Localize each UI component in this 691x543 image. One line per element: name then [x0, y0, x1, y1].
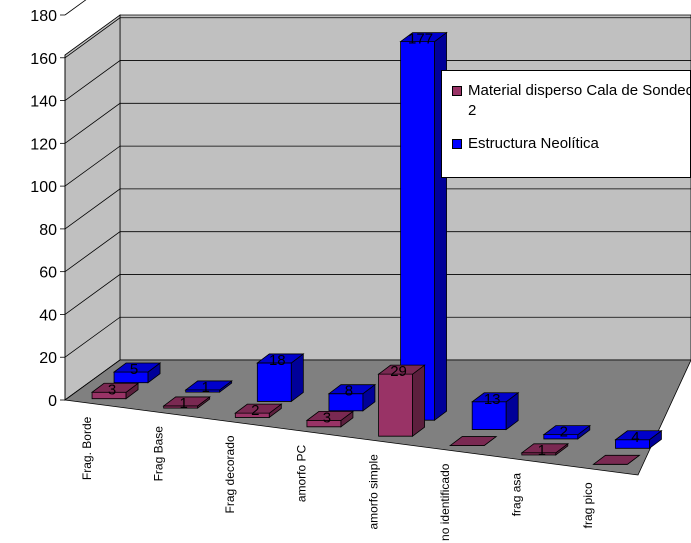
y-tick-label: 40: [39, 307, 57, 324]
gridline: [64, 0, 87, 16]
legend-swatch-series-1: [452, 86, 462, 96]
x-tick-label: amorfo PC: [295, 444, 309, 502]
x-tick-label: Frag. Borde: [80, 416, 94, 480]
gridline: [64, 316, 691, 358]
bar-series-2-frag-pico: 4: [614, 429, 663, 450]
x-axis: Frag. Borde Frag Base Frag decorado amorfo …: [80, 416, 595, 541]
data-label: 2: [251, 402, 259, 419]
legend-swatch-series-2: [452, 139, 462, 149]
x-tick-label: frag pico: [581, 482, 595, 528]
gridline: [64, 274, 691, 315]
x-tick-label: frag asa: [510, 473, 524, 517]
data-label: 29: [390, 363, 407, 380]
y-tick-label: 120: [30, 136, 57, 153]
bar-series-2-frag-borde: 5: [112, 361, 162, 384]
data-label: 1: [538, 442, 546, 459]
legend: Material disperso Cala de Sondeo 2 Estru…: [441, 70, 691, 178]
data-label: 4: [631, 429, 639, 446]
bar-series-1-amorfo-pc: 3: [305, 409, 355, 428]
gridline: [64, 60, 691, 101]
y-tick-label: 20: [39, 350, 57, 367]
bar-series-2-frag-base: 1: [184, 379, 233, 396]
y-tick-label: 60: [39, 265, 57, 282]
y-tick-label: 100: [30, 179, 57, 196]
y-tick-label: 80: [39, 222, 57, 239]
data-label: 18: [269, 352, 286, 369]
bar-series-1-no-identificado: [448, 436, 498, 446]
bar-series-2-no-identificado: 13: [470, 391, 520, 431]
legend-label-series-2: Estructura Neolítica: [468, 135, 599, 152]
x-tick-label: no identificado: [438, 463, 452, 541]
bar-series-1-frag-borde: 3: [90, 381, 140, 400]
bar-series-2-amorfo-pc: 8: [327, 383, 377, 412]
bar-series-2-amorfo-simple: 177: [399, 31, 448, 421]
data-label: 13: [484, 391, 501, 408]
bar-series-1-frag-base: 1: [162, 395, 211, 412]
y-tick-label: 180: [30, 8, 57, 25]
bar-series-2-frag-asa: 2: [542, 424, 592, 441]
data-label: 3: [323, 409, 331, 426]
x-tick-label: amorfo simple: [366, 454, 380, 530]
data-label: 1: [202, 379, 210, 396]
gridline: [64, 188, 691, 230]
bar-series-1-frag-asa: 1: [520, 442, 570, 459]
legend-label-series-1: Material disperso Cala de Sondeo 2: [468, 82, 691, 119]
bar-series-2-frag-decorado: 18: [256, 352, 305, 403]
data-label: 1: [180, 395, 188, 412]
y-tick-label: 140: [30, 94, 57, 111]
bar-series-1-frag-decorado: 2: [234, 402, 283, 419]
data-label: 8: [345, 383, 353, 400]
y-tick-label: 0: [48, 393, 57, 410]
data-label: 3: [108, 381, 116, 398]
gridline: [64, 231, 691, 272]
data-label: 177: [408, 31, 433, 48]
data-label: 2: [560, 424, 568, 441]
x-tick-label: Frag Base: [151, 426, 165, 482]
data-label: 5: [130, 361, 138, 378]
y-tick-label: 160: [30, 51, 57, 68]
y-axis: 0 20 40 60 80 100 120 140 160 180: [30, 8, 66, 410]
x-tick-label: Frag decorado: [223, 435, 237, 513]
gridline: [64, 17, 691, 59]
side-wall: [64, 14, 121, 401]
bar-series-1-frag-pico: [592, 454, 641, 465]
bar-series-1-amorfo-simple: 29: [377, 363, 426, 437]
